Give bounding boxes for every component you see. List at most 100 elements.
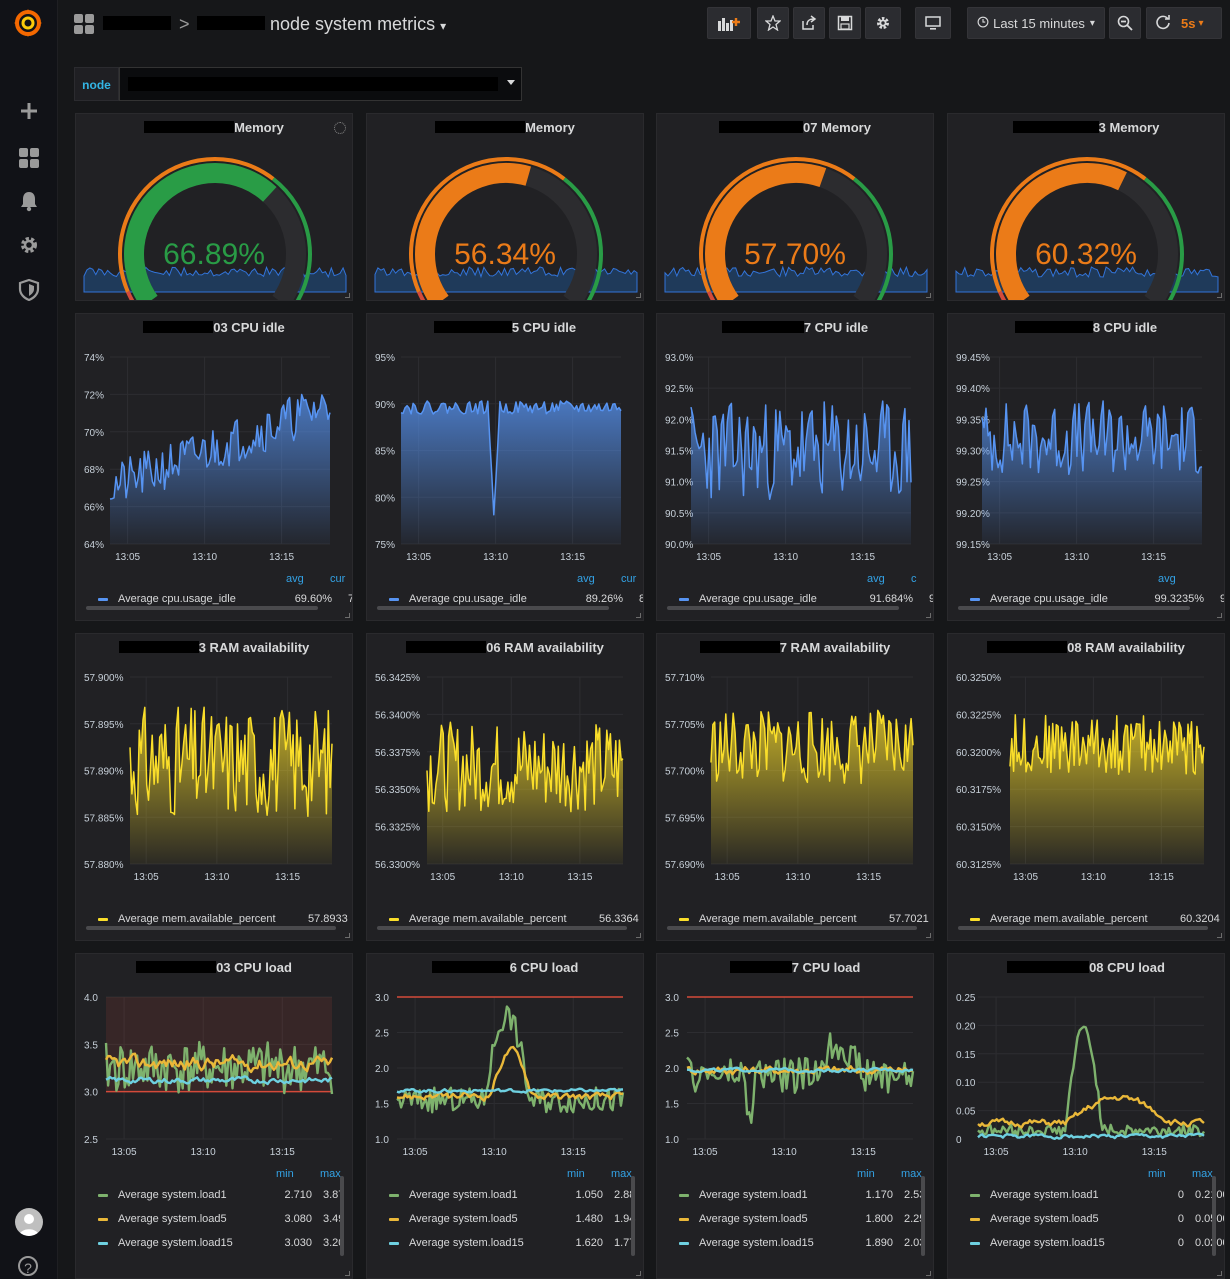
- legend-item[interactable]: Average system.load5 3.080 3.49: [98, 1212, 348, 1228]
- legend-header-avg[interactable]: avg: [1158, 573, 1176, 585]
- add-panel-button[interactable]: [707, 7, 751, 39]
- legend-scrollbar[interactable]: [667, 926, 917, 930]
- legend-item[interactable]: Average system.load1 2.710 3.87: [98, 1188, 348, 1204]
- legend-scrollbar[interactable]: [631, 1176, 635, 1256]
- graph[interactable]: 57.710% 57.705% 57.700% 57.695% 57.690% 13:05…: [657, 634, 934, 941]
- resize-handle[interactable]: [1217, 1271, 1222, 1276]
- panel-title[interactable]: 3 Memory: [948, 120, 1224, 135]
- panel-title[interactable]: 08 CPU load: [948, 960, 1224, 975]
- share-button[interactable]: [793, 7, 825, 39]
- variable-select[interactable]: [119, 67, 522, 101]
- panel-title[interactable]: 7 CPU load: [657, 960, 933, 975]
- legend-item[interactable]: Average mem.available_percent 57.7021: [679, 912, 929, 928]
- resize-handle[interactable]: [636, 1271, 641, 1276]
- breadcrumb-folder[interactable]: [103, 14, 171, 35]
- panel-title[interactable]: 7 CPU idle: [657, 320, 933, 335]
- resize-handle[interactable]: [345, 1271, 350, 1276]
- resize-handle[interactable]: [1217, 933, 1222, 938]
- legend-header-min[interactable]: min: [857, 1168, 875, 1180]
- panel-title[interactable]: 6 CPU load: [367, 960, 643, 975]
- legend-item[interactable]: Average system.load5 1.480 1.94: [389, 1212, 639, 1228]
- resize-handle[interactable]: [636, 293, 641, 298]
- graph[interactable]: 3.0 2.5 2.0 1.5 1.0 13:05 13:10 13:15: [367, 954, 644, 1279]
- panel-title[interactable]: 03 CPU load: [76, 960, 352, 975]
- legend-item[interactable]: Average mem.available_percent 56.3364: [389, 912, 639, 928]
- graph[interactable]: 0.25 0.20 0.15 0.10 0.05 0 13:05 13:10 13:15: [948, 954, 1225, 1279]
- gear-icon[interactable]: [18, 234, 40, 256]
- resize-handle[interactable]: [345, 293, 350, 298]
- plus-icon[interactable]: [18, 100, 40, 122]
- legend-item[interactable]: Average cpu.usage_idle 99.3235% 9: [970, 592, 1224, 608]
- legend-item[interactable]: Average system.load5 0 0.0500: [970, 1212, 1224, 1228]
- legend-scrollbar[interactable]: [86, 606, 318, 610]
- resize-handle[interactable]: [345, 613, 350, 618]
- legend-item[interactable]: Average system.load5 1.800 2.25: [679, 1212, 929, 1228]
- graph[interactable]: 99.45% 99.40% 99.35% 99.30% 99.25% 99.20% 99.1…: [948, 314, 1225, 621]
- panel-title[interactable]: 7 RAM availability: [657, 640, 933, 655]
- graph[interactable]: 57.900% 57.895% 57.890% 57.885% 57.880% 13:05…: [76, 634, 353, 941]
- dashboard-title[interactable]: node system metrics ▾: [197, 14, 446, 35]
- resize-handle[interactable]: [926, 613, 931, 618]
- panel-title[interactable]: Memory: [76, 120, 352, 135]
- legend-item[interactable]: Average system.load15 1.890 2.03: [679, 1236, 929, 1252]
- legend-item[interactable]: Average system.load1 1.170 2.53: [679, 1188, 929, 1204]
- resize-handle[interactable]: [926, 293, 931, 298]
- legend-item[interactable]: Average system.load15 1.620 1.77: [389, 1236, 639, 1252]
- legend-item[interactable]: Average mem.available_percent 57.8933: [98, 912, 348, 928]
- refresh-interval[interactable]: 5s: [1181, 15, 1196, 31]
- legend-scrollbar[interactable]: [1212, 1176, 1216, 1256]
- legend-item[interactable]: Average cpu.usage_idle 69.60% 71.4: [98, 592, 352, 608]
- panel-title[interactable]: 07 Memory: [657, 120, 933, 135]
- legend-header-avg[interactable]: avg: [286, 573, 304, 585]
- legend-header-cur[interactable]: cur: [330, 573, 346, 585]
- legend-header-max[interactable]: max: [611, 1168, 632, 1180]
- panel-title[interactable]: 8 CPU idle: [948, 320, 1224, 335]
- legend-header-min[interactable]: min: [1148, 1168, 1166, 1180]
- panel-title[interactable]: 5 CPU idle: [367, 320, 643, 335]
- legend-header-max[interactable]: max: [1192, 1168, 1213, 1180]
- legend-header-avg[interactable]: avg: [577, 573, 595, 585]
- time-picker-button[interactable]: Last 15 minutes ▾: [967, 7, 1105, 39]
- legend-scrollbar[interactable]: [958, 926, 1208, 930]
- grafana-logo-icon[interactable]: [12, 7, 44, 39]
- legend-item[interactable]: Average cpu.usage_idle 91.684% 91: [679, 592, 933, 608]
- graph[interactable]: 74% 72% 70% 68% 66% 64% 13:05 13:10 13:15: [76, 314, 353, 621]
- graph[interactable]: 56.3425% 56.3400% 56.3375% 56.3350% 56.3325%…: [367, 634, 644, 941]
- legend-header-cur[interactable]: cur: [621, 573, 637, 585]
- legend-header-min[interactable]: min: [567, 1168, 585, 1180]
- legend-scrollbar[interactable]: [340, 1176, 344, 1256]
- settings-button[interactable]: [865, 7, 901, 39]
- legend-header-max[interactable]: max: [320, 1168, 341, 1180]
- graph[interactable]: 95% 90% 85% 80% 75% 13:05 13:10 13:15: [367, 314, 644, 621]
- resize-handle[interactable]: [926, 933, 931, 938]
- avatar[interactable]: [15, 1208, 43, 1236]
- legend-item[interactable]: Average system.load1 0 0.2100: [970, 1188, 1224, 1204]
- resize-handle[interactable]: [345, 933, 350, 938]
- legend-item[interactable]: Average cpu.usage_idle 89.26% 89.5: [389, 592, 643, 608]
- legend-header-min[interactable]: min: [276, 1168, 294, 1180]
- graph[interactable]: 4.0 3.5 3.0 2.5 13:05 13:10 13:15: [76, 954, 353, 1279]
- panel-title[interactable]: Memory: [367, 120, 643, 135]
- legend-scrollbar[interactable]: [377, 926, 627, 930]
- legend-scrollbar[interactable]: [958, 606, 1190, 610]
- legend-scrollbar[interactable]: [667, 606, 899, 610]
- graph[interactable]: 60.3250% 60.3225% 60.3200% 60.3175% 60.3150%…: [948, 634, 1225, 941]
- graph[interactable]: 93.0% 92.5% 92.0% 91.5% 91.0% 90.5% 90.0%13:05…: [657, 314, 934, 621]
- shield-icon[interactable]: [18, 278, 40, 302]
- panel-title[interactable]: 03 CPU idle: [76, 320, 352, 335]
- resize-handle[interactable]: [1217, 293, 1222, 298]
- legend-header-avg[interactable]: avg: [867, 573, 885, 585]
- resize-handle[interactable]: [636, 613, 641, 618]
- legend-header-max[interactable]: max: [901, 1168, 922, 1180]
- legend-item[interactable]: Average system.load15 3.030 3.20: [98, 1236, 348, 1252]
- help-icon[interactable]: ?: [18, 1256, 38, 1276]
- legend-scrollbar[interactable]: [86, 926, 336, 930]
- legend-header-cur[interactable]: c: [911, 573, 917, 585]
- panel-title[interactable]: 08 RAM availability: [948, 640, 1224, 655]
- legend-item[interactable]: Average system.load15 0 0.0200: [970, 1236, 1224, 1252]
- resize-handle[interactable]: [926, 1271, 931, 1276]
- resize-handle[interactable]: [1217, 613, 1222, 618]
- graph[interactable]: 3.0 2.5 2.0 1.5 1.0 13:05 13:10 13:15: [657, 954, 934, 1279]
- legend-item[interactable]: Average mem.available_percent 60.3204: [970, 912, 1220, 928]
- bell-icon[interactable]: [18, 190, 40, 212]
